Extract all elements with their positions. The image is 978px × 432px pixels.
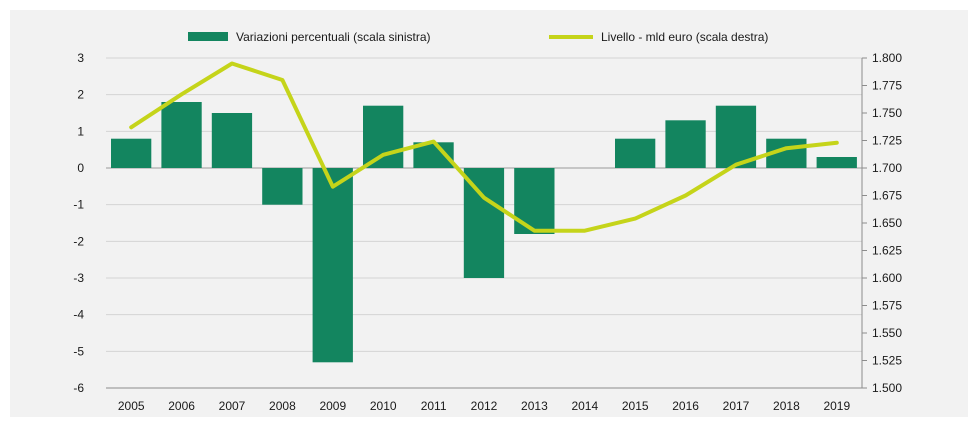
left-axis-tick-label: -6 — [73, 381, 84, 395]
x-axis-tick-label: 2007 — [219, 399, 246, 413]
left-axis-tick-label: 3 — [77, 51, 84, 65]
right-axis-tick-label: 1.525 — [872, 354, 902, 368]
right-axis-tick-label: 1.700 — [872, 161, 902, 175]
x-axis-tick-label: 2006 — [168, 399, 195, 413]
right-axis-tick-label: 1.650 — [872, 216, 902, 230]
bar-2015 — [615, 139, 655, 168]
x-axis-tick-label: 2018 — [773, 399, 800, 413]
right-axis-tick-label: 1.775 — [872, 79, 902, 93]
right-axis-tick-label: 1.600 — [872, 271, 902, 285]
bar-2019 — [817, 157, 857, 168]
bar-2007 — [212, 113, 252, 168]
right-axis-tick-label: 1.675 — [872, 189, 902, 203]
left-axis-tick-label: -3 — [73, 271, 84, 285]
legend-label-bars: Variazioni percentuali (scala sinistra) — [236, 30, 431, 44]
bar-2009 — [313, 168, 353, 362]
left-axis-tick-label: -2 — [73, 234, 84, 248]
bar-2016 — [665, 120, 705, 168]
left-axis-tick-label: -4 — [73, 308, 84, 322]
right-axis-tick-label: 1.550 — [872, 326, 902, 340]
left-axis-tick-label: -5 — [73, 344, 84, 358]
x-axis-tick-label: 2019 — [823, 399, 850, 413]
x-axis-tick-label: 2013 — [521, 399, 548, 413]
x-axis-tick-label: 2017 — [723, 399, 750, 413]
bar-2013 — [514, 168, 554, 234]
right-axis-tick-label: 1.725 — [872, 134, 902, 148]
x-axis-tick-label: 2016 — [672, 399, 699, 413]
x-axis-tick-label: 2015 — [622, 399, 649, 413]
x-axis-tick-label: 2010 — [370, 399, 397, 413]
left-axis-tick-label: 2 — [77, 88, 84, 102]
bar-2005 — [111, 139, 151, 168]
legend-swatch-bars — [188, 32, 228, 41]
x-axis-tick-label: 2008 — [269, 399, 296, 413]
x-axis-tick-label: 2012 — [471, 399, 498, 413]
right-axis-tick-label: 1.625 — [872, 244, 902, 258]
bar-2006 — [161, 102, 201, 168]
legend-label-line: Livello - mld euro (scala destra) — [601, 30, 768, 44]
x-axis-tick-label: 2005 — [118, 399, 145, 413]
x-axis-tick-label: 2011 — [421, 399, 447, 413]
right-axis-tick-label: 1.500 — [872, 381, 902, 395]
x-axis-tick-label: 2014 — [571, 399, 598, 413]
right-axis-tick-label: 1.575 — [872, 299, 902, 313]
left-axis-tick-label: 0 — [77, 161, 84, 175]
x-axis-tick-label: 2009 — [319, 399, 346, 413]
bar-2010 — [363, 106, 403, 168]
left-axis-tick-label: -1 — [73, 198, 84, 212]
bar-2008 — [262, 168, 302, 205]
right-axis-tick-label: 1.800 — [872, 51, 902, 65]
left-axis-tick-label: 1 — [77, 124, 84, 138]
right-axis-tick-label: 1.750 — [872, 106, 902, 120]
